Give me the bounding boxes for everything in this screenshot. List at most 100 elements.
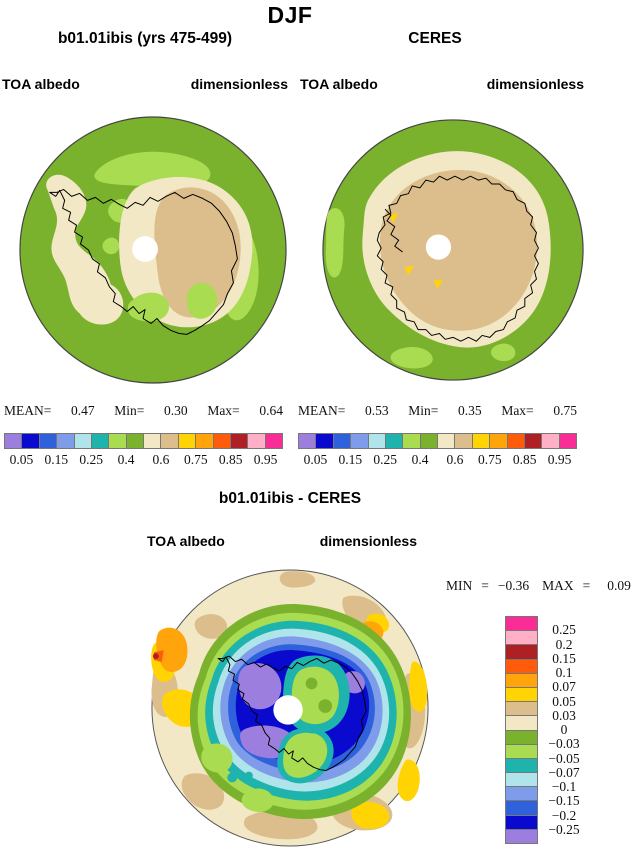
colorbar-tick-label: 0.2 [555, 636, 573, 652]
obs-albedo-colorbar [298, 433, 577, 449]
colorbar-cell [57, 434, 75, 448]
colorbar-tick-label: 0.1 [555, 665, 573, 680]
min-value: −0.36 [497, 578, 530, 593]
pole-hole [273, 695, 303, 725]
colorbar-tick-label: 0.75 [184, 452, 208, 467]
mean-label: MEAN= [298, 403, 346, 418]
max-value: 0.09 [607, 578, 631, 593]
colorbar-tick-label: 0.4 [411, 452, 429, 467]
colorbar-tick-label: 0.15 [552, 650, 576, 666]
min-value: 0.35 [458, 403, 482, 418]
colorbar-cell [144, 434, 162, 448]
coastline [376, 175, 539, 342]
coastline [217, 655, 367, 771]
colorbar-cell [490, 434, 508, 448]
min-label: MIN [446, 578, 473, 593]
colorbar-cell [196, 434, 214, 448]
obs-colorbar-ticks: 0.05 0.15 0.25 0.4 0.6 0.75 0.85 0.95 [298, 452, 577, 468]
interior-island [277, 655, 350, 784]
colorbar-cell [506, 617, 537, 632]
diff-colorbar-ticks: 0.25 0.2 0.15 0.1 0.07 0.05 0.03 0 −0.03 −0.05 −0.… [540, 616, 588, 844]
colorbar-tick-label: 0 [560, 722, 568, 737]
colorbar-tick-label: 0.05 [303, 452, 328, 467]
pole-hole [132, 236, 158, 262]
yellow-specks [388, 213, 444, 289]
colorbar-cell [126, 434, 144, 448]
colorbar-tick-label: 0.95 [253, 452, 278, 467]
colorbar-tick-label: 0.85 [218, 452, 243, 467]
colorbar-cell [506, 829, 537, 843]
colorbar-cell [455, 434, 473, 448]
colorbar-cell [91, 434, 110, 448]
colorbar-cell [22, 434, 40, 448]
colorbar-cell [316, 434, 334, 448]
model-stats: MEAN= 0.47 Min= 0.30 Max= 0.64 [4, 403, 283, 419]
model-albedo-colorbar [4, 433, 283, 449]
model-var-label: TOA albedo [2, 76, 80, 92]
panel-title-diff: b01.01ibis - CERES [218, 490, 362, 507]
colorbar-tick-label: 0.25 [79, 452, 103, 467]
colorbar-cell [39, 434, 58, 448]
lower-left-detail [201, 743, 274, 813]
colorbar-cell [524, 434, 543, 448]
colorbar-cell [507, 434, 525, 448]
colorbar-tick-label: 0.6 [152, 452, 170, 467]
diff-units-label: dimensionless [319, 533, 417, 549]
colorbar-cell [506, 758, 537, 774]
colorbar-cell [351, 434, 369, 448]
max-value: 0.75 [553, 403, 577, 418]
colorbar-cell [109, 434, 127, 448]
panel-title-obs: CERES [408, 30, 462, 47]
min-label: Min= [408, 403, 439, 418]
colorbar-tick-label: 0.05 [9, 452, 34, 467]
light-green-patches-over [127, 282, 218, 322]
obs-units-label: dimensionless [486, 76, 584, 92]
colorbar-cell [368, 434, 386, 448]
colorbar-cell [438, 434, 456, 448]
min-label: Min= [114, 403, 145, 418]
colorbar-cell [506, 659, 537, 674]
max-label: MAX [542, 578, 574, 593]
colorbar-tick-label: 0.05 [552, 693, 576, 709]
diff-colorbar [505, 616, 538, 844]
colorbar-tick-label: 0.15 [44, 452, 69, 467]
min-value: 0.30 [164, 403, 188, 418]
tan-interior [379, 169, 538, 331]
colorbar-cell [248, 434, 266, 448]
colorbar-cell [506, 645, 537, 660]
max-label: Max= [207, 403, 240, 418]
diff-var-label: TOA albedo [147, 533, 225, 549]
colorbar-cell [420, 434, 438, 448]
peninsula-coast-detail [384, 208, 403, 253]
diff-minmax: MIN = −0.36 MAX = 0.09 [446, 578, 631, 594]
colorbar-tick-label: 0.85 [512, 452, 537, 467]
max-value: 0.64 [259, 403, 283, 418]
colorbar-tick-label: 0.4 [117, 452, 135, 467]
map-diff-albedo [151, 569, 429, 847]
map-obs-albedo [322, 119, 584, 381]
map-model-albedo [19, 116, 287, 384]
light-green-patches [325, 208, 516, 369]
dark-red-speck [152, 653, 159, 660]
coastline [49, 188, 238, 335]
panel-title-model: b01.01ibis (yrs 475-499) [57, 30, 233, 47]
colorbar-cell [506, 730, 537, 745]
model-colorbar-ticks: 0.05 0.15 0.25 0.4 0.6 0.75 0.85 0.95 [4, 452, 283, 468]
colorbar-cell [299, 434, 317, 448]
obs-var-label: TOA albedo [300, 76, 378, 92]
colorbar-cell [265, 434, 282, 448]
tan-interior [154, 187, 241, 318]
colorbar-cell [230, 434, 249, 448]
equals-sign: = [481, 578, 489, 593]
colorbar-tick-label: 0.6 [446, 452, 464, 467]
colorbar-cell [506, 787, 537, 802]
colorbar-cell [506, 631, 537, 646]
obs-stats: MEAN= 0.53 Min= 0.35 Max= 0.75 [298, 403, 577, 419]
mean-value: 0.47 [71, 403, 95, 418]
equals-sign: = [582, 578, 591, 593]
colorbar-tick-label: 0.03 [552, 707, 576, 723]
colorbar-cell [385, 434, 404, 448]
colorbar-tick-label: 0.25 [552, 622, 576, 638]
colorbar-tick-label: 0.25 [373, 452, 397, 467]
